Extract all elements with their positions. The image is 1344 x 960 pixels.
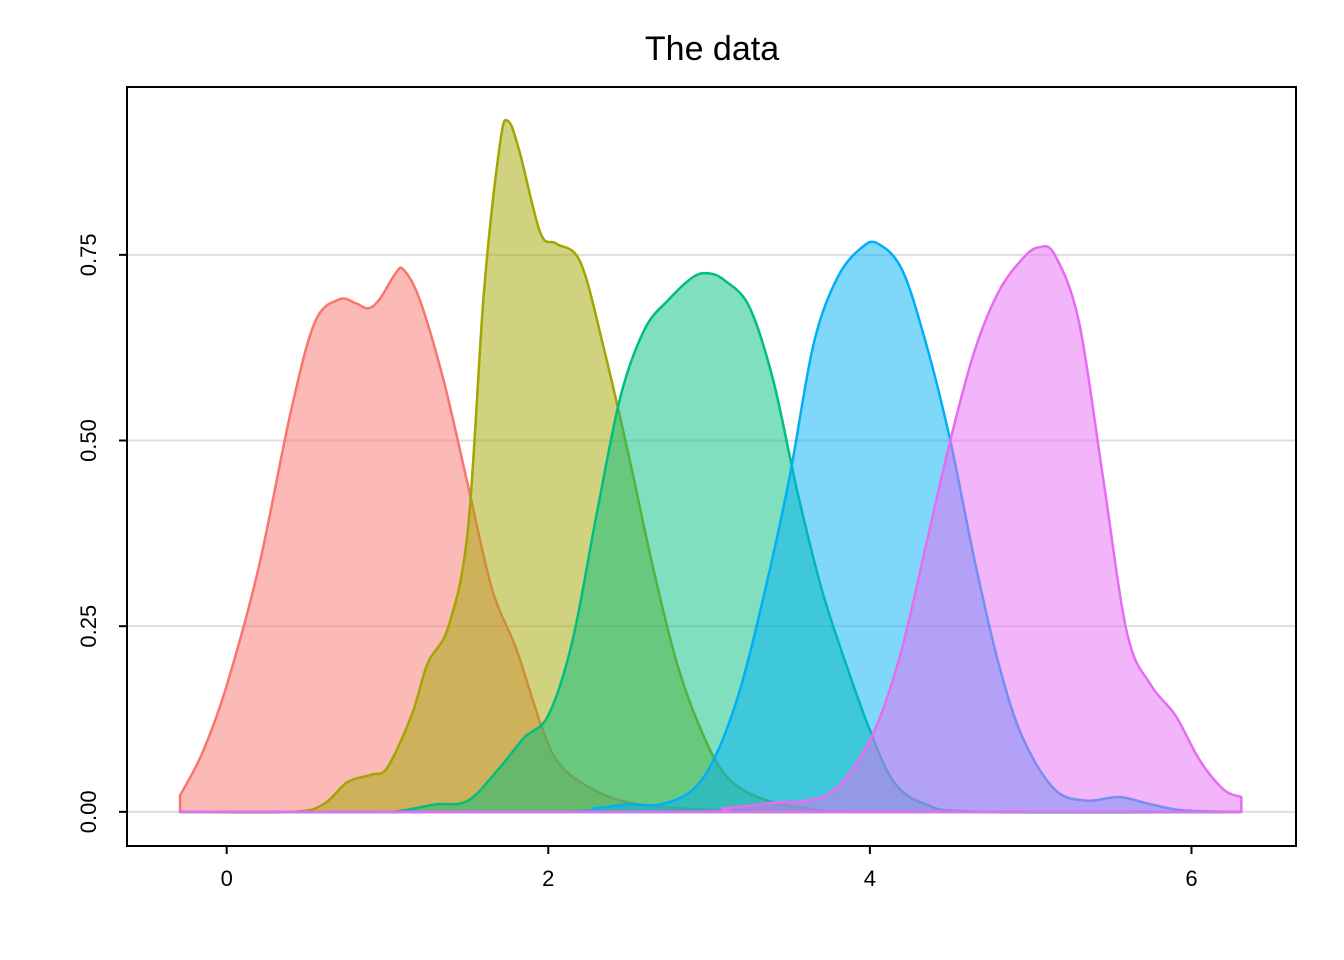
chart-title: The data: [645, 30, 779, 68]
y-tick-label: 0.25: [76, 605, 101, 648]
x-tick-label: 0: [221, 866, 233, 891]
y-tick-label: 0.00: [76, 790, 101, 833]
axes: [126, 86, 1297, 847]
y-tick-label: 0.50: [76, 419, 101, 462]
y-tick-label: 0.75: [76, 233, 101, 276]
density-series-5: [178, 244, 1243, 814]
x-axis-ticks: 0 2 4 6: [221, 846, 1198, 891]
density-areas: [178, 118, 1243, 814]
x-tick-label: 4: [864, 866, 876, 891]
x-tick-label: 6: [1185, 866, 1197, 891]
y-axis-ticks: 0.00 0.25 0.50 0.75: [76, 233, 127, 833]
x-tick-label: 2: [542, 866, 554, 891]
plot-frame: [126, 86, 1297, 847]
